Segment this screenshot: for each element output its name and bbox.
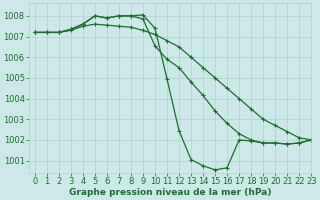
X-axis label: Graphe pression niveau de la mer (hPa): Graphe pression niveau de la mer (hPa) [69, 188, 271, 197]
